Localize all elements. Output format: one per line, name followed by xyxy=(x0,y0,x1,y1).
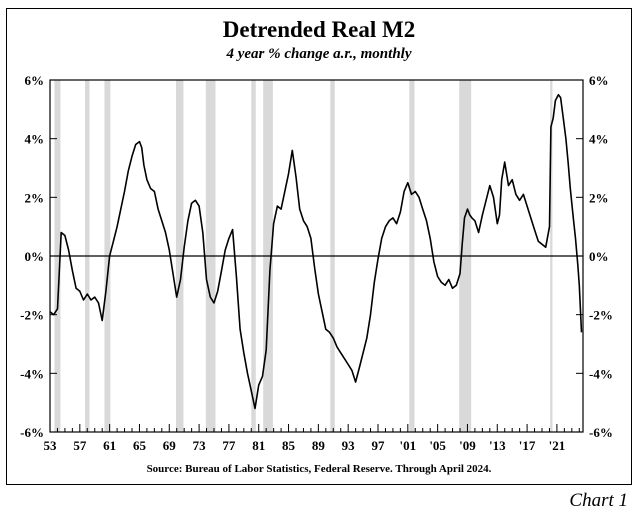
x-tick-label-6: 77 xyxy=(222,438,236,453)
x-tick-label-1: 57 xyxy=(73,438,87,453)
x-tick-label-2: 61 xyxy=(103,438,116,453)
x-tick-label-11: 97 xyxy=(372,438,386,453)
x-tick-label-15: '13 xyxy=(489,438,506,453)
y-tick-label-right-4: -2% xyxy=(589,308,613,323)
y-tick-label-left-0: 6% xyxy=(25,73,45,88)
x-tick-label-16: '17 xyxy=(519,438,536,453)
x-tick-label-0: 53 xyxy=(44,438,58,453)
y-tick-label-right-1: 4% xyxy=(589,132,609,147)
x-tick-label-10: 93 xyxy=(342,438,356,453)
x-tick-label-13: '05 xyxy=(429,438,446,453)
x-tick-label-12: '01 xyxy=(400,438,417,453)
y-tick-label-right-5: -4% xyxy=(589,366,613,381)
x-tick-label-8: 85 xyxy=(282,438,296,453)
y-tick-label-left-2: 2% xyxy=(25,190,45,205)
series-line-detrended-real-m2 xyxy=(49,93,583,410)
y-tick-label-right-3: 0% xyxy=(589,249,609,264)
x-tick-label-7: 81 xyxy=(252,438,265,453)
y-tick-label-left-4: -2% xyxy=(20,308,44,323)
y-tick-label-left-6: -6% xyxy=(20,425,44,440)
y-tick-label-left-3: 0% xyxy=(25,249,45,264)
x-tick-label-5: 73 xyxy=(193,438,207,453)
x-tick-label-4: 69 xyxy=(163,438,177,453)
chart-title: Detrended Real M2 xyxy=(222,17,416,42)
axes: 6% 6%4% 4%2% 2%0% 0%-2% -2%-4% -4%-6% -6%53 57 61… xyxy=(20,73,613,453)
x-tick-label-17: '21 xyxy=(549,438,566,453)
x-tick-label-9: 89 xyxy=(312,438,326,453)
y-tick-label-right-2: 2% xyxy=(589,190,609,205)
y-tick-label-left-5: -4% xyxy=(20,366,44,381)
x-tick-label-14: '09 xyxy=(459,438,476,453)
y-tick-label-right-0: 6% xyxy=(589,73,609,88)
chart-subtitle: 4 year % change a.r., monthly xyxy=(226,46,412,62)
y-tick-label-right-6: -6% xyxy=(589,425,613,440)
y-tick-label-left-1: 4% xyxy=(25,132,45,147)
chart-source-note: Source: Bureau of Labor Statistics, Fede… xyxy=(146,463,492,475)
chart-number-label: Chart 1 xyxy=(569,490,628,511)
x-tick-label-3: 65 xyxy=(133,438,147,453)
